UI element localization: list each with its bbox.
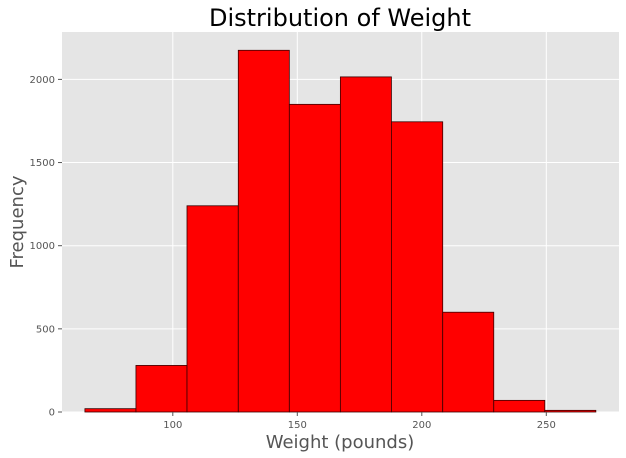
histogram-bar: [391, 121, 444, 413]
x-tick-label: 200: [412, 420, 431, 431]
x-axis-ticks: 100 150 200 250: [163, 412, 556, 431]
histogram-bar: [186, 205, 239, 413]
y-tick-label: 500: [36, 324, 55, 335]
histogram-bars: [84, 49, 597, 413]
y-axis-label: Frequency: [7, 175, 28, 268]
histogram-bar: [288, 103, 341, 413]
x-tick-label: 100: [163, 420, 182, 431]
y-tick-label: 0: [49, 408, 55, 419]
histogram-bar: [84, 408, 137, 413]
y-tick-label: 2000: [30, 75, 55, 86]
y-tick-label: 1500: [30, 158, 55, 169]
y-axis-ticks: 0 500 1000 1500 2000: [30, 75, 62, 419]
histogram-bar: [339, 76, 392, 413]
histogram-bar: [237, 49, 290, 413]
x-tick-label: 150: [288, 420, 307, 431]
x-axis-label: Weight (pounds): [266, 432, 415, 453]
chart-title: Distribution of Weight: [209, 4, 471, 32]
y-tick-label: 1000: [30, 241, 55, 252]
histogram-bar: [135, 365, 188, 413]
x-tick-label: 250: [537, 420, 556, 431]
histogram-bar: [544, 409, 597, 413]
histogram-bar: [493, 399, 546, 413]
histogram-bar: [442, 311, 495, 413]
